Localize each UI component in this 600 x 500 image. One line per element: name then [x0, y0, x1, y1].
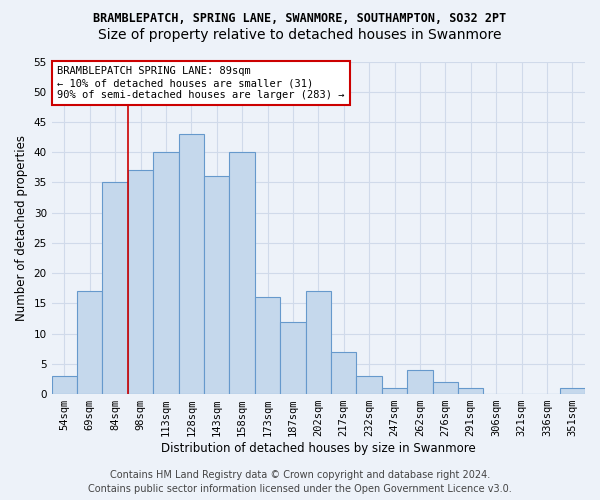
Text: Size of property relative to detached houses in Swanmore: Size of property relative to detached ho… — [98, 28, 502, 42]
Bar — [103, 182, 128, 394]
Text: BRAMBLEPATCH SPRING LANE: 89sqm
← 10% of detached houses are smaller (31)
90% of: BRAMBLEPATCH SPRING LANE: 89sqm ← 10% of… — [57, 66, 344, 100]
Bar — [280, 322, 305, 394]
Bar — [179, 134, 204, 394]
Bar — [305, 292, 331, 394]
X-axis label: Distribution of detached houses by size in Swanmore: Distribution of detached houses by size … — [161, 442, 476, 455]
Text: Contains HM Land Registry data © Crown copyright and database right 2024.
Contai: Contains HM Land Registry data © Crown c… — [88, 470, 512, 494]
Bar — [229, 152, 255, 394]
Bar — [433, 382, 458, 394]
Bar — [458, 388, 484, 394]
Y-axis label: Number of detached properties: Number of detached properties — [15, 135, 28, 321]
Bar — [128, 170, 153, 394]
Bar — [77, 292, 103, 394]
Bar — [52, 376, 77, 394]
Bar — [560, 388, 585, 394]
Text: BRAMBLEPATCH, SPRING LANE, SWANMORE, SOUTHAMPTON, SO32 2PT: BRAMBLEPATCH, SPRING LANE, SWANMORE, SOU… — [94, 12, 506, 26]
Bar — [382, 388, 407, 394]
Bar — [331, 352, 356, 394]
Bar — [407, 370, 433, 394]
Bar — [153, 152, 179, 394]
Bar — [204, 176, 229, 394]
Bar — [356, 376, 382, 394]
Bar — [255, 298, 280, 394]
